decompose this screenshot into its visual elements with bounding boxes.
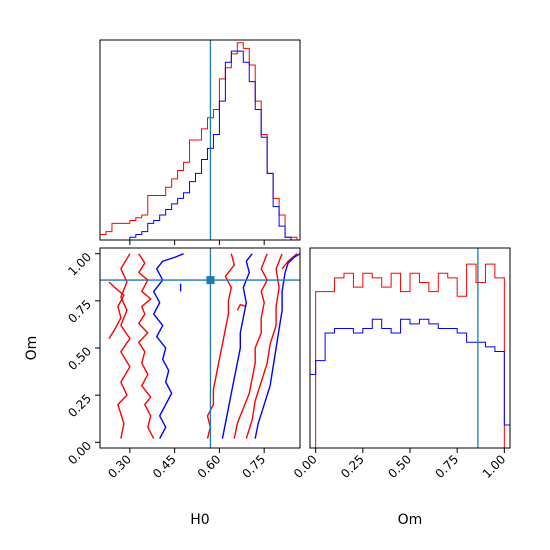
h0-histogram-panel [99,39,301,245]
om-hist-x-tick-label: 0.25 [338,452,367,481]
blue-contour-line [152,253,184,439]
om-hist-blue-series [310,318,510,448]
h0-hist-red-series [100,42,298,240]
y-axis-label-om: Om [24,336,40,361]
red-contour-line [108,281,125,339]
red-contour-line [117,253,131,439]
truth-marker [206,276,215,285]
red-contour-line [137,253,155,439]
joint-y-tick-label: 0.75 [65,297,94,326]
joint-x-tick-label: 0.75 [240,452,269,481]
joint-y-tick-label: 1.00 [65,250,94,279]
joint-y-tick-label: 0.00 [65,439,94,468]
x-axis-label-h0: H0 [190,512,209,528]
om-histogram-panel: 0.00 0.25 0.50 0.75 1.00 [291,247,511,481]
joint-y-tick-label: 0.50 [65,344,94,373]
om-hist-x-tick-label: 0.75 [432,452,461,481]
x-axis-label-om: Om [398,512,423,528]
red-contour-line [281,253,298,270]
red-contour-line [233,253,268,439]
red-contour-line [236,303,247,311]
om-hist-red-series [315,263,505,448]
h0-om-contour-panel: 0.30 0.45 0.60 0.75 0.00 0.25 0.50 0.75 1.00 [65,247,301,481]
joint-x-tick-label: 0.60 [195,452,224,481]
axis-labels: H0 Om Om [24,336,422,528]
om-hist-x-tick-label: 1.00 [480,452,509,481]
joint-x-tick-label: 0.45 [150,452,179,481]
joint-x-tick-label: 0.30 [105,452,134,481]
om-hist-x-tick-label: 0.00 [291,452,320,481]
red-contour-line [245,253,283,439]
blue-contour-line [221,253,253,439]
h0-hist-frame [99,39,301,241]
joint-y-tick-label: 0.25 [65,391,94,420]
om-hist-x-tick-label: 0.50 [385,452,414,481]
h0-hist-blue-series [100,50,298,240]
blue-contour-line [254,253,300,439]
